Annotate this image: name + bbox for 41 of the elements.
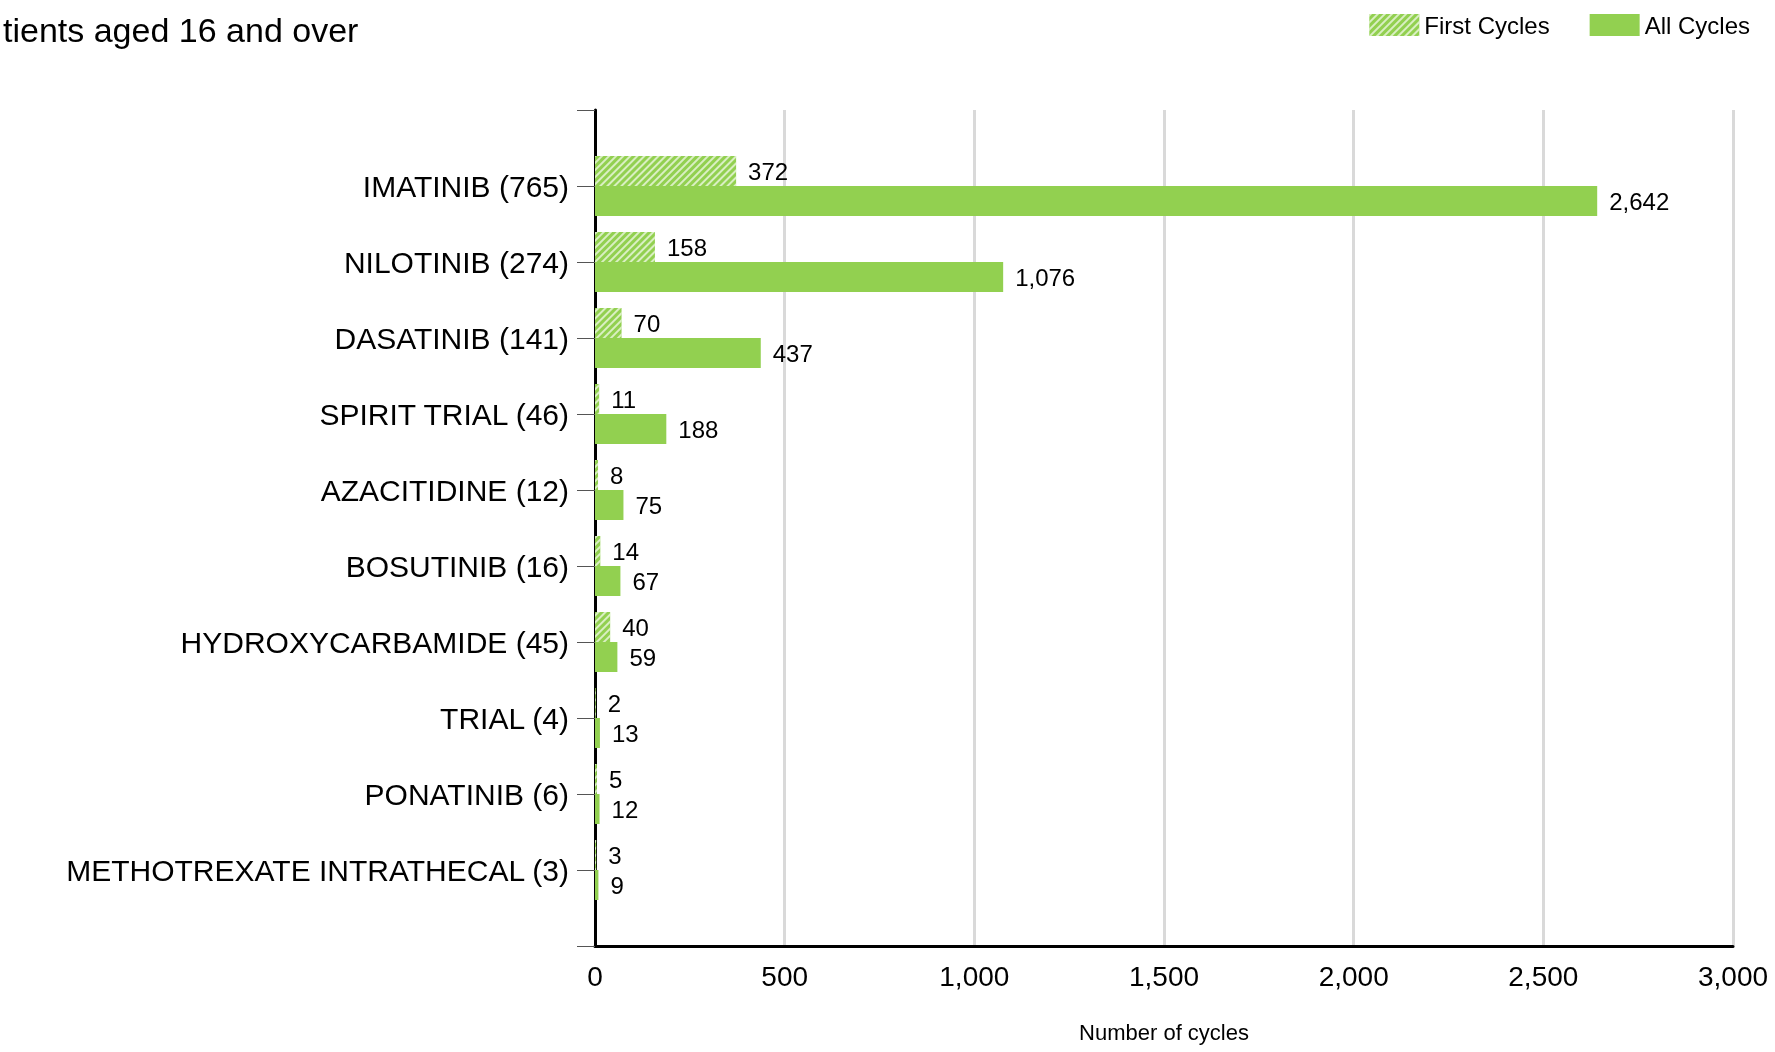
data-label: 40 [622, 613, 649, 641]
data-label: 8 [610, 461, 624, 489]
data-label: 59 [629, 643, 657, 671]
legend-label: All Cycles [1644, 11, 1751, 39]
y-tick-label: AZACITIDINE (12) [320, 473, 569, 507]
data-label: 437 [772, 339, 813, 367]
data-label: 2,642 [1609, 187, 1670, 215]
y-tick-label: TRIAL (4) [440, 701, 569, 735]
data-label: 5 [608, 765, 623, 793]
y-tick-label: PONATINIB (6) [364, 777, 569, 811]
y-tick-label: METHOTREXATE INTRATHECAL (3) [66, 853, 569, 887]
data-label: 2 [607, 689, 622, 717]
x-tick-label: 3,000 [1697, 960, 1769, 992]
data-label: 13 [611, 719, 639, 747]
y-tick-label: NILOTINIB (274) [343, 245, 569, 279]
data-label: 14 [612, 537, 640, 565]
data-label: 3 [608, 841, 622, 869]
y-tick-label: HYDROXYCARBAMIDE (45) [180, 625, 569, 659]
data-label: 158 [666, 233, 707, 261]
data-label: 12 [611, 795, 639, 823]
text: tients aged 16 and over [3, 11, 359, 49]
data-label: 9 [610, 871, 624, 899]
data-label: 188 [678, 415, 719, 443]
data-label: 1,076 [1015, 263, 1076, 291]
x-axis-title: Number of cycles [1079, 1019, 1249, 1045]
data-label: 75 [635, 491, 663, 519]
legend-label: First Cycles [1424, 11, 1550, 39]
y-tick-label: BOSUTINIB (16) [345, 549, 569, 583]
y-tick-label: IMATINIB (765) [362, 169, 569, 203]
x-tick-label: 500 [761, 960, 809, 992]
x-tick-label: 2,500 [1508, 960, 1579, 992]
y-tick-label: SPIRIT TRIAL (46) [319, 397, 569, 431]
x-tick-label: 2,000 [1318, 960, 1389, 992]
x-tick-label: 0 [587, 960, 603, 992]
data-label: 372 [748, 157, 789, 185]
y-tick-label: DASATINIB (141) [334, 321, 569, 355]
data-label: 11 [611, 385, 637, 413]
data-label: 70 [633, 309, 661, 337]
x-tick-label: 1,000 [939, 960, 1010, 992]
x-tick-label: 1,500 [1128, 960, 1200, 992]
data-label: 67 [632, 567, 660, 595]
